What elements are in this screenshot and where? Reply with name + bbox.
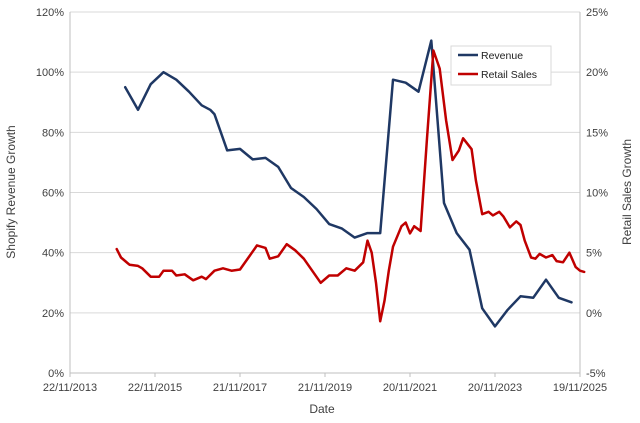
x-tick-label: 21/11/2019 <box>298 382 352 394</box>
y-left-tick-label: 60% <box>42 188 64 200</box>
y-right-tick-label: 10% <box>586 188 608 200</box>
legend-label-revenue: Revenue <box>481 50 523 62</box>
y-right-tick-label: 25% <box>586 7 608 19</box>
gridlines <box>70 11 580 314</box>
series-line-revenue <box>123 39 573 328</box>
y-right-tick-label: -5% <box>586 368 606 380</box>
y-axis-right-title: Retail Sales Growth <box>620 139 634 245</box>
x-tick-label: 20/11/2021 <box>383 382 437 394</box>
y-right-tick-label: 0% <box>586 308 602 320</box>
y-axis-left-title: Shopify Revenue Growth <box>4 125 18 258</box>
y-left-tick-label: 20% <box>42 308 64 320</box>
legend-box <box>450 45 552 86</box>
series-lines <box>115 39 586 328</box>
y-left-tick-label: 40% <box>42 248 64 260</box>
x-tick-label: 21/11/2017 <box>213 382 267 394</box>
axes <box>69 12 581 377</box>
y-right-tick-label: 20% <box>586 67 608 79</box>
x-tick-label: 19/11/2025 <box>553 382 607 394</box>
x-tick-label: 22/11/2013 <box>43 382 97 394</box>
legend: Revenue Retail Sales <box>450 45 552 86</box>
y-right-tick-label: 5% <box>586 248 602 260</box>
y-left-tick-label: 120% <box>36 7 64 19</box>
x-tick-label: 20/11/2023 <box>468 382 522 394</box>
y-right-tick-label: 15% <box>586 127 608 139</box>
legend-label-retail-sales: Retail Sales <box>481 69 537 81</box>
x-axis-title: Date <box>309 402 335 416</box>
tick-labels: 0% 20% 40% 60% 80% 100% 120% -5% 0% 5% 10% 15% 20% 25… <box>36 7 608 394</box>
series-line-retail-sales <box>115 49 586 323</box>
y-left-tick-label: 80% <box>42 127 64 139</box>
x-tick-label: 22/11/2015 <box>128 382 182 394</box>
y-left-tick-label: 0% <box>48 368 64 380</box>
y-left-tick-label: 100% <box>36 67 64 79</box>
